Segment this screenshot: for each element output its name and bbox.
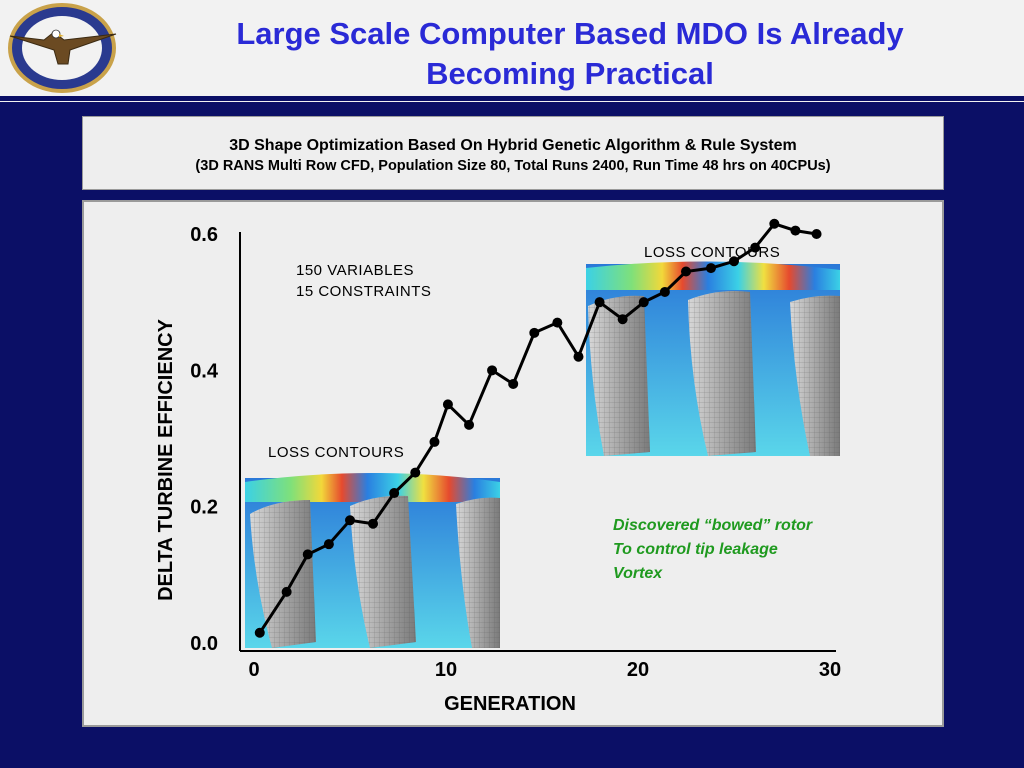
- chart-panel: 0.0 0.2 0.4 0.6 0 10 20 30 GENERATION DELTA TU…: [82, 200, 944, 727]
- slide-title: Large Scale Computer Based MDO Is Alread…: [130, 14, 1010, 94]
- header-rule-thin: [0, 101, 1024, 102]
- note-line-2: To control tip leakage: [613, 541, 778, 558]
- data-point: [552, 317, 563, 328]
- data-point: [638, 297, 649, 308]
- pratt-whitney-eagle-logo: [8, 3, 117, 93]
- data-point: [508, 378, 519, 389]
- title-line-2: Becoming Practical: [426, 56, 714, 91]
- note-line-1: Discovered “bowed” rotor: [613, 517, 813, 534]
- data-point: [464, 419, 475, 430]
- data-point: [750, 242, 761, 253]
- note-line-3: Vortex: [613, 565, 663, 582]
- data-point: [345, 515, 355, 526]
- header-rule-thick: [0, 96, 1024, 99]
- blade-row-left: [250, 495, 500, 648]
- subtitle-line-1: 3D Shape Optimization Based On Hybrid Ge…: [229, 137, 797, 154]
- x-tick-label: 20: [627, 659, 649, 681]
- data-point: [302, 549, 313, 560]
- data-point: [705, 263, 716, 274]
- bowed-rotor-note: Discovered “bowed” rotor To control tip …: [613, 514, 812, 586]
- loss-contours-label-left: LOSS CONTOURS: [268, 444, 405, 461]
- data-point: [487, 365, 498, 376]
- blade-row-right: [588, 291, 840, 456]
- y-axis-label: DELTA TURBINE EFFICIENCY: [155, 318, 177, 601]
- data-point: [368, 518, 379, 529]
- variables-label: 150 VARIABLES: [296, 262, 414, 279]
- x-tick-label: 30: [819, 659, 841, 681]
- data-point: [410, 467, 421, 478]
- title-line-1: Large Scale Computer Based MDO Is Alread…: [236, 16, 904, 51]
- loss-contours-label-right: LOSS CONTOURS: [644, 244, 781, 261]
- data-point: [617, 314, 628, 325]
- data-point: [323, 539, 334, 550]
- x-tick-labels: 0 10 20 30: [248, 659, 841, 681]
- x-tick-label: 0: [248, 659, 259, 681]
- data-point: [790, 225, 801, 236]
- data-point: [594, 297, 605, 308]
- slide-header: Large Scale Computer Based MDO Is Alread…: [0, 0, 1024, 96]
- y-tick-label: 0.6: [190, 224, 218, 246]
- data-point: [769, 218, 780, 229]
- efficiency-series: [254, 218, 822, 638]
- x-tick-label: 10: [435, 659, 457, 681]
- data-point: [529, 327, 540, 338]
- data-point: [681, 266, 691, 277]
- efficiency-chart: 0.0 0.2 0.4 0.6 0 10 20 30 GENERATION DELTA TU…: [155, 218, 841, 715]
- subtitle-line-2: (3D RANS Multi Row CFD, Population Size …: [195, 158, 831, 174]
- loss-contour-image-right: [586, 261, 840, 456]
- y-tick-label: 0.2: [190, 497, 218, 519]
- subtitle-box: 3D Shape Optimization Based On Hybrid Ge…: [82, 116, 944, 190]
- data-point: [659, 286, 670, 297]
- data-point: [573, 351, 584, 362]
- data-point: [729, 256, 739, 267]
- data-point: [254, 627, 265, 638]
- constraints-label: 15 CONSTRAINTS: [296, 283, 432, 300]
- data-point: [281, 586, 292, 597]
- x-axis-label: GENERATION: [444, 693, 576, 715]
- y-tick-labels: 0.0 0.2 0.4 0.6: [190, 224, 219, 655]
- data-point: [429, 436, 440, 447]
- y-tick-label: 0.0: [190, 633, 218, 655]
- data-point: [811, 229, 822, 239]
- loss-contour-image-left: [245, 473, 500, 648]
- y-tick-label: 0.4: [190, 360, 219, 382]
- data-point: [389, 488, 400, 499]
- data-point: [442, 399, 453, 410]
